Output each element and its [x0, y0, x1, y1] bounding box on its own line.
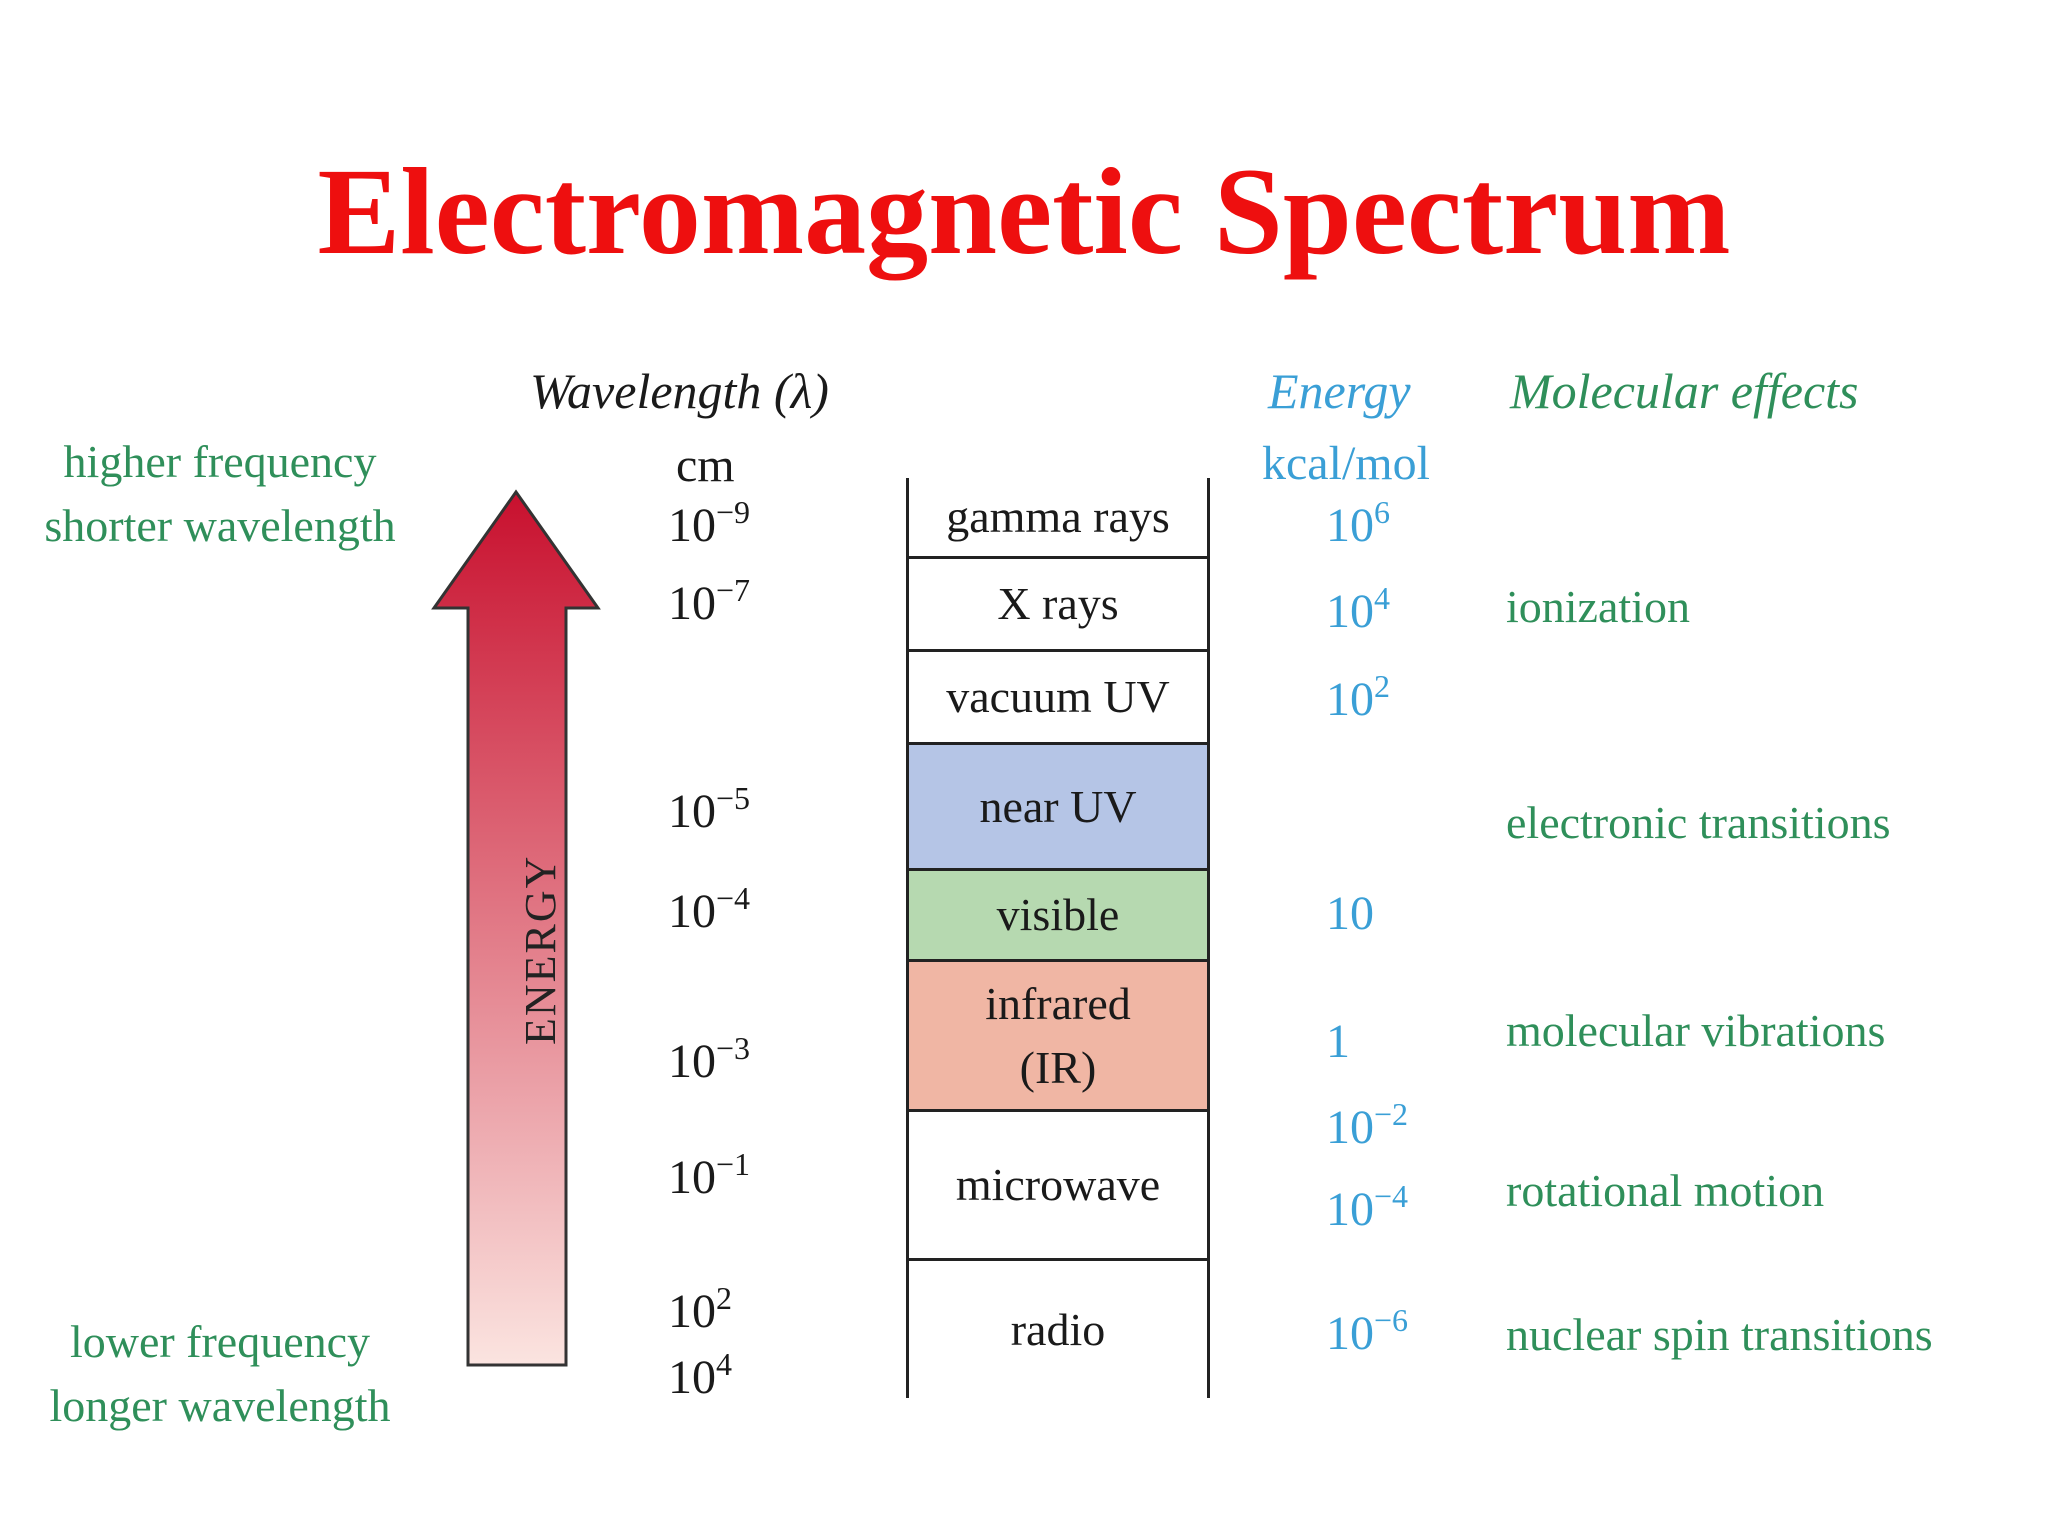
energy-value-visible: 10 [1326, 886, 1374, 941]
energy-base: 10 [1326, 1183, 1374, 1236]
column-right-border [1207, 478, 1210, 1398]
energy-base: 10 [1326, 499, 1374, 552]
energy-exponent: −2 [1374, 1096, 1409, 1132]
band-divider [906, 556, 1210, 559]
shorter-wavelength-text: shorter wavelength [44, 500, 396, 551]
energy-arrow [431, 489, 601, 1367]
energy-exponent: −6 [1374, 1302, 1409, 1338]
wavelength-value-visible: 10−4 [668, 880, 750, 939]
higher-frequency-text: higher frequency [63, 436, 377, 487]
wavelength-base: 10 [668, 885, 716, 938]
wavelength-value-radio-low: 102 [668, 1280, 732, 1339]
energy-value-radio: 10−6 [1326, 1302, 1408, 1361]
energy-base: 10 [1326, 887, 1374, 940]
page-title: Electromagnetic Spectrum [317, 143, 1731, 280]
energy-header: Energy [1268, 363, 1411, 419]
energy-value-vacuum-uv: 102 [1326, 668, 1390, 727]
energy-exponent: 6 [1374, 494, 1390, 530]
energy-arrow-label: ENERGY [516, 854, 565, 1045]
wavelength-value-radio-high: 104 [668, 1346, 732, 1405]
wavelength-exponent: 4 [716, 1346, 732, 1382]
wavelength-base: 10 [668, 1035, 716, 1088]
energy-exponent: −4 [1374, 1178, 1409, 1214]
wavelength-exponent: 2 [716, 1280, 732, 1316]
energy-exponent: 2 [1374, 668, 1390, 704]
energy-value-ir-low: 10−2 [1326, 1096, 1408, 1155]
band-vacuum-uv: vacuum UV [906, 652, 1210, 742]
band-divider [906, 1109, 1210, 1112]
wavelength-exponent: −5 [716, 780, 751, 816]
wavelength-base: 10 [668, 499, 716, 552]
longer-wavelength-text: longer wavelength [49, 1380, 391, 1431]
spectrum-column: gamma rays X rays vacuum UV near UV visi… [906, 478, 1210, 1398]
wavelength-exponent: −9 [716, 494, 751, 530]
band-x-rays: X rays [906, 559, 1210, 649]
wavelength-base: 10 [668, 577, 716, 630]
wavelength-value-microwave: 10−1 [668, 1146, 750, 1205]
wavelength-base: 10 [668, 1151, 716, 1204]
band-divider [906, 959, 1210, 962]
wavelength-header: Wavelength (λ) [530, 363, 829, 419]
band-microwave: microwave [906, 1112, 1210, 1258]
energy-value-xray: 104 [1326, 580, 1390, 639]
wavelength-unit: cm [676, 439, 735, 492]
wavelength-value-near-uv: 10−5 [668, 780, 750, 839]
band-near-uv: near UV [906, 745, 1210, 868]
energy-base: 10 [1326, 1101, 1374, 1154]
wavelength-value-gamma: 10−9 [668, 494, 750, 553]
wavelength-value-xray: 10−7 [668, 572, 750, 631]
lower-frequency-text: lower frequency [69, 1316, 371, 1367]
band-visible: visible [906, 871, 1210, 959]
wavelength-value-infrared: 10−3 [668, 1030, 750, 1089]
energy-value-infrared: 1 [1326, 1014, 1350, 1069]
energy-base: 10 [1326, 1307, 1374, 1360]
band-divider [906, 1258, 1210, 1261]
energy-base: 10 [1326, 585, 1374, 638]
wavelength-exponent: −7 [716, 572, 751, 608]
wavelength-base: 10 [668, 785, 716, 838]
band-infrared: infrared (IR) [906, 962, 1210, 1109]
wavelength-base: 10 [668, 1285, 716, 1338]
energy-base: 10 [1326, 673, 1374, 726]
wavelength-exponent: −3 [716, 1030, 751, 1066]
band-divider [906, 649, 1210, 652]
effect-rotational-motion: rotational motion [1506, 1165, 1825, 1216]
top-frequency-label: higher frequency shorter wavelength [0, 430, 440, 558]
effect-electronic-transitions: electronic transitions [1506, 797, 1891, 848]
effect-ionization: ionization [1506, 581, 1690, 632]
wavelength-exponent: −1 [716, 1146, 751, 1182]
effect-nuclear-spin-transitions: nuclear spin transitions [1506, 1309, 1933, 1360]
effects-header: Molecular effects [1510, 363, 1859, 419]
energy-exponent: 4 [1374, 580, 1390, 616]
column-left-border [906, 478, 909, 1398]
energy-value-microwave: 10−4 [1326, 1178, 1408, 1237]
wavelength-exponent: −4 [716, 880, 751, 916]
energy-arrow-shape [431, 489, 601, 1367]
band-divider [906, 868, 1210, 871]
bottom-frequency-label: lower frequency longer wavelength [0, 1310, 440, 1438]
energy-unit: kcal/mol [1262, 437, 1430, 490]
energy-base: 1 [1326, 1015, 1350, 1068]
energy-value-gamma: 106 [1326, 494, 1390, 553]
wavelength-base: 10 [668, 1351, 716, 1404]
band-radio: radio [906, 1261, 1210, 1398]
band-gamma-rays: gamma rays [906, 478, 1210, 556]
effect-molecular-vibrations: molecular vibrations [1506, 1005, 1886, 1056]
band-divider [906, 742, 1210, 745]
